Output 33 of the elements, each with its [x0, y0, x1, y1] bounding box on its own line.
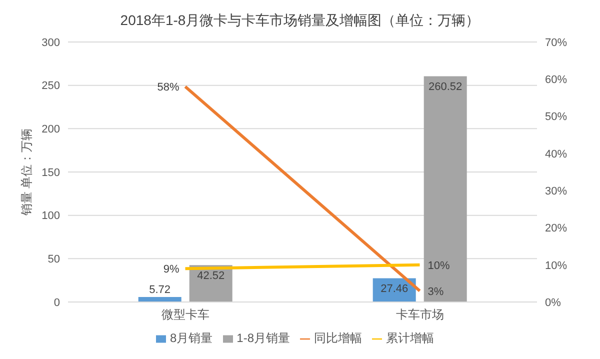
- y-tick-label: 50: [48, 254, 60, 266]
- y-tick-label: 200: [42, 124, 60, 136]
- y-tick-label: 0: [54, 296, 60, 309]
- x-tick-label: 微型卡车: [161, 308, 210, 322]
- y2-tick-label: 20%: [545, 222, 568, 235]
- y2-tick-label: 0%: [545, 296, 562, 309]
- data-label: 58%: [157, 82, 180, 94]
- data-label: 3%: [428, 286, 444, 298]
- legend-label: 同比增幅: [314, 331, 362, 345]
- y-tick-label: 150: [42, 166, 60, 179]
- y-tick-label: 300: [42, 36, 60, 49]
- data-label: 5.72: [149, 284, 171, 296]
- y-axis-title: 销量 单位：万辆: [19, 128, 34, 217]
- data-label: 10%: [428, 260, 450, 272]
- legend-label: 1-8月销量: [236, 331, 290, 345]
- y-tick-label: 250: [42, 80, 60, 92]
- legend-label: 8月销量: [170, 331, 213, 345]
- x-tick-label: 卡车市场: [396, 308, 444, 322]
- bar: [138, 297, 182, 302]
- data-label: 42.52: [197, 270, 225, 282]
- chart-title: 2018年1-8月微卡与卡车市场销量及增幅图（单位：万辆）: [119, 11, 481, 30]
- data-label: 260.52: [428, 81, 462, 94]
- y-tick-label: 100: [42, 210, 60, 222]
- data-label: 9%: [163, 264, 180, 276]
- y2-tick-label: 10%: [545, 260, 568, 272]
- y2-tick-label: 30%: [545, 185, 568, 198]
- y2-tick-label: 60%: [545, 74, 568, 86]
- data-label: 27.46: [380, 283, 408, 296]
- bar: [424, 76, 467, 302]
- y2-tick-label: 50%: [545, 111, 568, 124]
- y2-tick-label: 70%: [545, 36, 568, 49]
- y2-tick-label: 40%: [545, 148, 568, 160]
- legend-label: 累计增幅: [386, 331, 434, 345]
